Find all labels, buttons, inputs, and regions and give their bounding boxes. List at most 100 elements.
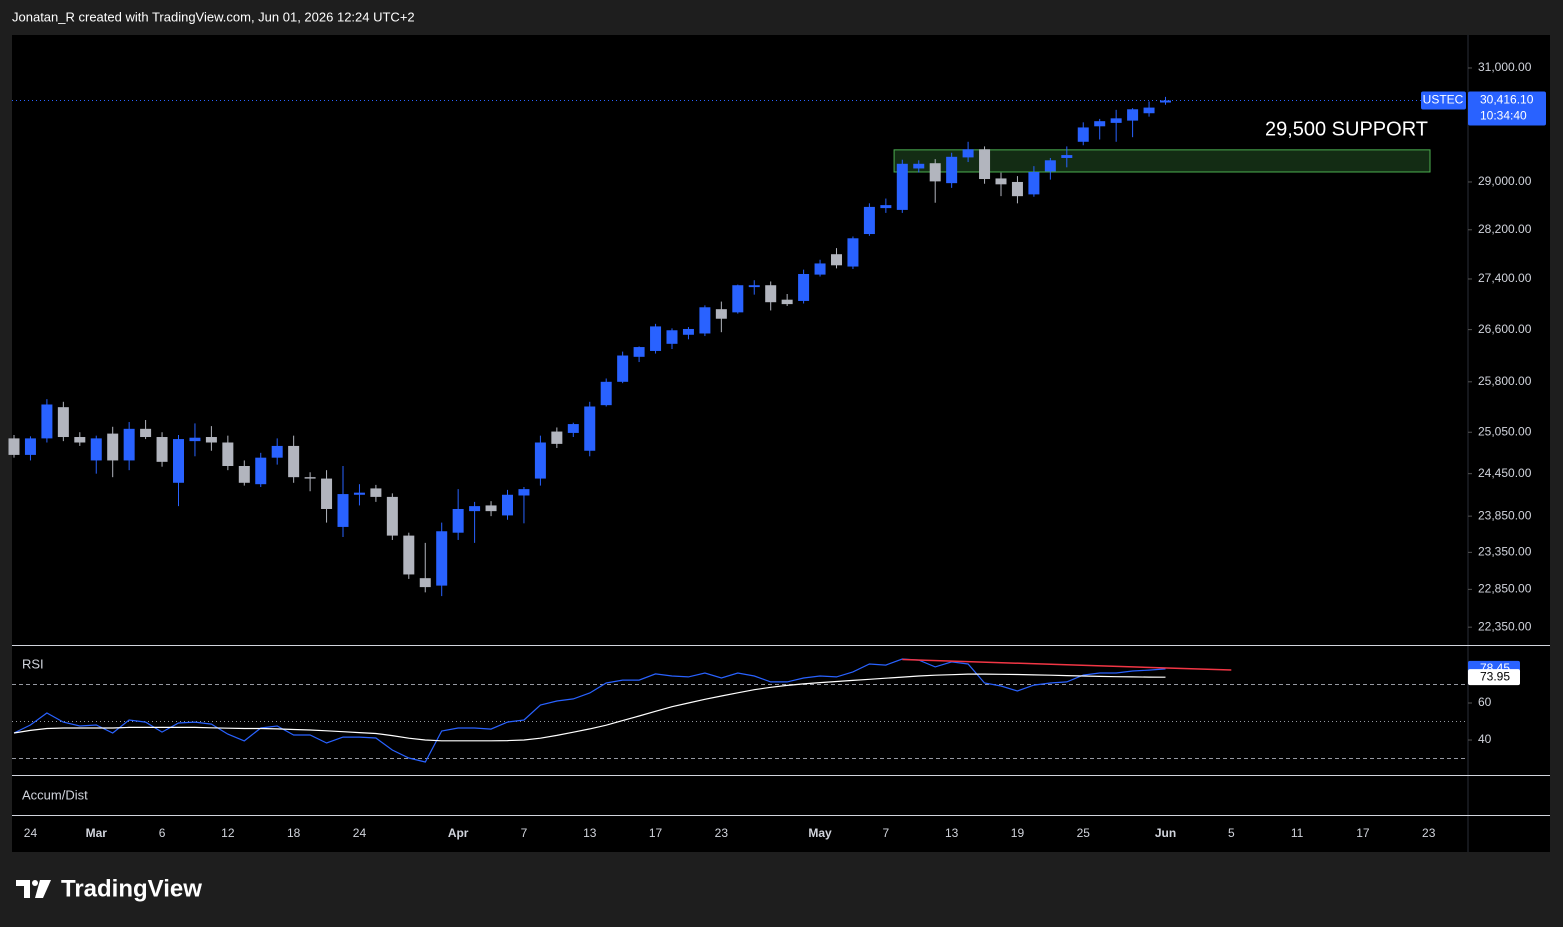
y-tick-label: 28,200.00 bbox=[1478, 222, 1532, 236]
candle-body bbox=[567, 424, 579, 433]
y-tick-label: 40 bbox=[1478, 732, 1492, 746]
candle-body bbox=[863, 206, 875, 235]
candle-body bbox=[255, 457, 267, 485]
logo-shape bbox=[16, 880, 30, 898]
candle-body bbox=[304, 477, 316, 479]
chart-area bbox=[12, 35, 1550, 852]
candle-body bbox=[8, 438, 20, 455]
value-box bbox=[1468, 669, 1520, 686]
y-tick-label: 23,850.00 bbox=[1478, 508, 1532, 522]
x-tick-label: 18 bbox=[287, 826, 301, 840]
candle-body bbox=[1044, 160, 1056, 172]
candle-body bbox=[74, 437, 86, 443]
candle-body bbox=[1094, 121, 1106, 127]
candle-body bbox=[123, 428, 135, 461]
x-tick-label: 17 bbox=[649, 826, 663, 840]
candle-body bbox=[847, 238, 859, 267]
candle-body bbox=[156, 437, 168, 462]
candle-body bbox=[617, 355, 629, 382]
candle-body bbox=[534, 442, 546, 479]
candle-body bbox=[929, 163, 941, 182]
candle-body bbox=[732, 285, 744, 313]
annotation: 29,500 SUPPORT bbox=[1265, 118, 1428, 140]
candle-body bbox=[238, 465, 250, 483]
candle-body bbox=[831, 254, 842, 266]
brand: TradingView bbox=[61, 875, 202, 902]
candle-body bbox=[748, 285, 760, 288]
candle-body bbox=[173, 439, 184, 483]
x-tick-label: 12 bbox=[221, 826, 235, 840]
candle-body bbox=[1077, 127, 1089, 142]
header: Jonatan_R created with TradingView.com, … bbox=[12, 9, 415, 24]
rsi-line bbox=[13, 673, 1166, 742]
candle-body bbox=[370, 488, 382, 497]
candle-body bbox=[1143, 107, 1155, 114]
x-tick-label: May bbox=[808, 826, 832, 840]
candle-body bbox=[551, 431, 563, 444]
x-tick-label: Jun bbox=[1155, 826, 1176, 840]
x-tick-label: 11 bbox=[1291, 826, 1304, 840]
x-tick-label: 13 bbox=[583, 826, 597, 840]
candle-body bbox=[1160, 100, 1171, 103]
candle-body bbox=[584, 406, 596, 451]
y-tick-label: 24,450.00 bbox=[1478, 466, 1532, 480]
x-tick-label: 19 bbox=[1011, 826, 1025, 840]
x-tick-label: 5 bbox=[1228, 826, 1235, 840]
candle-body bbox=[1110, 118, 1122, 123]
candle-body bbox=[518, 489, 530, 496]
candle-body bbox=[781, 299, 793, 305]
candle-body bbox=[1011, 181, 1023, 197]
candle-body bbox=[880, 205, 892, 209]
candle-body bbox=[57, 407, 69, 438]
symbol-box bbox=[1421, 91, 1466, 110]
candle-body bbox=[1061, 155, 1073, 158]
candle-body bbox=[436, 531, 448, 586]
candle-body bbox=[715, 309, 727, 319]
candle-body bbox=[386, 496, 398, 536]
candle-body bbox=[995, 178, 1007, 185]
candle-body bbox=[107, 433, 119, 461]
candle-body bbox=[682, 328, 694, 335]
support-zone bbox=[893, 149, 1431, 173]
x-tick-label: Mar bbox=[86, 826, 108, 840]
candle-body bbox=[485, 505, 497, 512]
pane-title: Accum/Dist bbox=[22, 787, 88, 802]
x-tick-label: 23 bbox=[715, 826, 729, 840]
candle-body bbox=[666, 330, 678, 344]
candle-body bbox=[1127, 109, 1139, 121]
y-tick-label: 27,400.00 bbox=[1478, 271, 1532, 285]
trendline bbox=[902, 658, 1232, 671]
x-tick-label: 24 bbox=[24, 826, 38, 840]
candle-body bbox=[353, 492, 365, 495]
candle-body bbox=[650, 326, 662, 351]
x-tick-label: 23 bbox=[1422, 826, 1436, 840]
x-tick-label: 6 bbox=[159, 826, 166, 840]
candle-body bbox=[403, 535, 415, 575]
brand-logo bbox=[16, 880, 51, 898]
rsi-line bbox=[13, 658, 1166, 763]
value-label: 73.95 bbox=[1480, 669, 1510, 683]
candle-body bbox=[189, 437, 201, 442]
candle-body bbox=[1028, 171, 1040, 195]
candle-body bbox=[946, 156, 958, 184]
candle-body bbox=[765, 285, 777, 303]
candle-body bbox=[469, 506, 481, 512]
y-tick-label: 25,050.00 bbox=[1478, 424, 1532, 438]
symbol-label: USTEC bbox=[1423, 93, 1464, 107]
x-tick-label: 7 bbox=[521, 826, 528, 840]
logo-shape bbox=[35, 880, 51, 898]
candle-body bbox=[222, 442, 234, 466]
candle-body bbox=[90, 438, 102, 461]
candle-body bbox=[699, 307, 711, 334]
pane-title: RSI bbox=[22, 656, 44, 671]
x-tick-label: 25 bbox=[1077, 826, 1091, 840]
candle-body bbox=[24, 438, 36, 455]
last-price-label: 30,416.10 bbox=[1480, 93, 1534, 107]
x-tick-label: 17 bbox=[1356, 826, 1370, 840]
y-tick-label: 60 bbox=[1478, 695, 1492, 709]
y-tick-label: 31,000.00 bbox=[1478, 60, 1532, 74]
candle-body bbox=[452, 508, 464, 533]
y-tick-label: 22,350.00 bbox=[1478, 619, 1532, 633]
